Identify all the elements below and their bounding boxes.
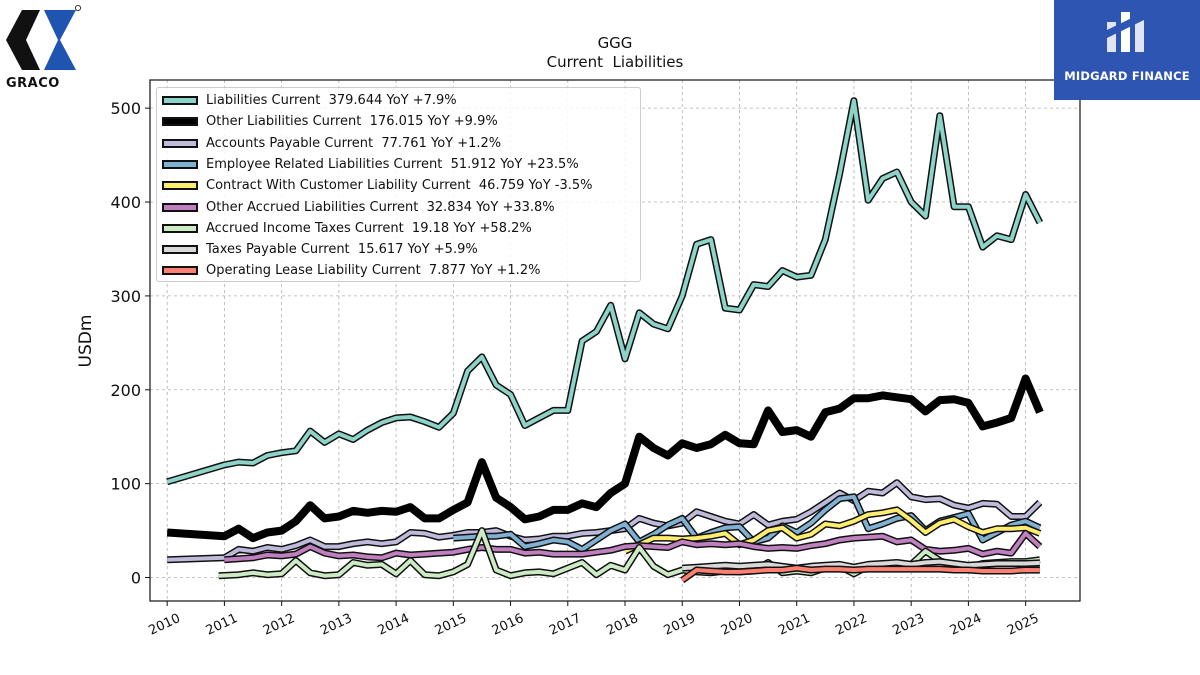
- legend-item: Accrued Income Taxes Current 19.18 YoY +…: [157, 218, 532, 239]
- legend-label: Liabilities Current 379.644 YoY +7.9%: [206, 93, 457, 108]
- legend-item: Operating Lease Liability Current 7.877 …: [157, 260, 540, 281]
- y-tick-label: 400: [110, 193, 141, 212]
- legend-swatch: [162, 96, 198, 105]
- x-tick-label: 2010: [147, 611, 183, 639]
- legend-item: Contract With Customer Liability Current…: [157, 175, 592, 196]
- legend-item: Liabilities Current 379.644 YoY +7.9%: [157, 90, 457, 111]
- x-tick-label: 2023: [891, 611, 927, 639]
- x-tick-label: 2025: [1005, 611, 1041, 639]
- legend-swatch: [162, 245, 198, 255]
- midgard-mark-icon: [1107, 12, 1144, 52]
- series-line-core: [224, 531, 1042, 562]
- x-tick-label: 2015: [433, 611, 469, 639]
- series-line-core: [166, 98, 1042, 484]
- legend-swatch: [162, 181, 198, 191]
- y-axis-label: USDm: [76, 315, 96, 368]
- chart-subtitle: Current Liabilities: [547, 53, 684, 71]
- y-tick-label: 300: [110, 287, 141, 306]
- series-line: [166, 374, 1044, 543]
- x-tick-label: 2012: [261, 611, 297, 639]
- x-tick-label: 2020: [719, 611, 755, 639]
- legend-swatch: [162, 138, 198, 148]
- y-tick-label: 200: [110, 381, 141, 400]
- legend-label: Accounts Payable Current 77.761 YoY +1.2…: [206, 135, 502, 151]
- series-line: [623, 506, 1042, 555]
- legend-item: Accounts Payable Current 77.761 YoY +1.2…: [157, 133, 501, 154]
- series-line-core: [624, 507, 1041, 554]
- x-tick-label: 2014: [375, 611, 411, 639]
- legend-swatch: [162, 202, 198, 212]
- legend: Liabilities Current 379.644 YoY +7.9% Oth…: [156, 87, 641, 282]
- y-tick-label: 500: [110, 99, 141, 118]
- series-lines: [166, 97, 1044, 584]
- series-line: [681, 558, 1041, 572]
- y-tick-label: 0: [131, 569, 141, 588]
- midgard-finance-name: MIDGARD FINANCE: [1064, 69, 1190, 83]
- series-line: [166, 97, 1044, 486]
- series-line-core: [681, 566, 1040, 582]
- series-line: [680, 564, 1040, 584]
- legend-swatch: [162, 159, 198, 169]
- midgard-finance-badge: MIDGARD FINANCE: [1054, 0, 1200, 100]
- legend-label: Accrued Income Taxes Current 19.18 YoY +…: [206, 220, 532, 236]
- series-line: [224, 529, 1043, 564]
- x-tick-label: 2018: [604, 611, 640, 639]
- legend-label: Operating Lease Liability Current 7.877 …: [206, 263, 541, 279]
- graco-mark-icon: [6, 5, 82, 70]
- legend-swatch: [162, 117, 198, 127]
- series-line-core: [166, 374, 1044, 543]
- legend-label: Other Liabilities Current 176.015 YoY +9…: [206, 114, 498, 130]
- legend-item: Other Liabilities Current 176.015 YoY +9…: [157, 111, 498, 132]
- x-tick-label: 2022: [833, 611, 869, 639]
- x-tick-label: 2021: [776, 611, 812, 639]
- graco-wordmark: GRACO: [6, 76, 60, 91]
- x-tick-label: 2011: [204, 611, 240, 639]
- legend-item: Taxes Payable Current 15.617 YoY +5.9%: [157, 239, 478, 260]
- legend-label: Contract With Customer Liability Current…: [206, 178, 593, 194]
- series-line-core: [682, 559, 1040, 571]
- legend-label: Other Accrued Liabilities Current 32.834…: [206, 199, 555, 215]
- x-tick-label: 2024: [948, 611, 984, 639]
- x-tick-label: 2016: [490, 611, 526, 639]
- legend-label: Employee Related Liabilities Current 51.…: [206, 156, 579, 172]
- graco-logo: GRACO: [4, 4, 84, 91]
- y-tick-label: 100: [110, 475, 141, 494]
- legend-label: Taxes Payable Current 15.617 YoY +5.9%: [206, 242, 478, 258]
- legend-swatch: [162, 266, 198, 276]
- x-tick-label: 2017: [547, 611, 583, 639]
- x-tick-label: 2019: [662, 611, 698, 639]
- legend-item: Other Accrued Liabilities Current 32.834…: [157, 197, 555, 218]
- x-tick-label: 2013: [318, 611, 354, 639]
- legend-swatch: [162, 223, 198, 233]
- legend-item: Employee Related Liabilities Current 51.…: [157, 154, 579, 175]
- plot-frame: [149, 79, 1081, 602]
- chart-title: GGG: [598, 34, 633, 52]
